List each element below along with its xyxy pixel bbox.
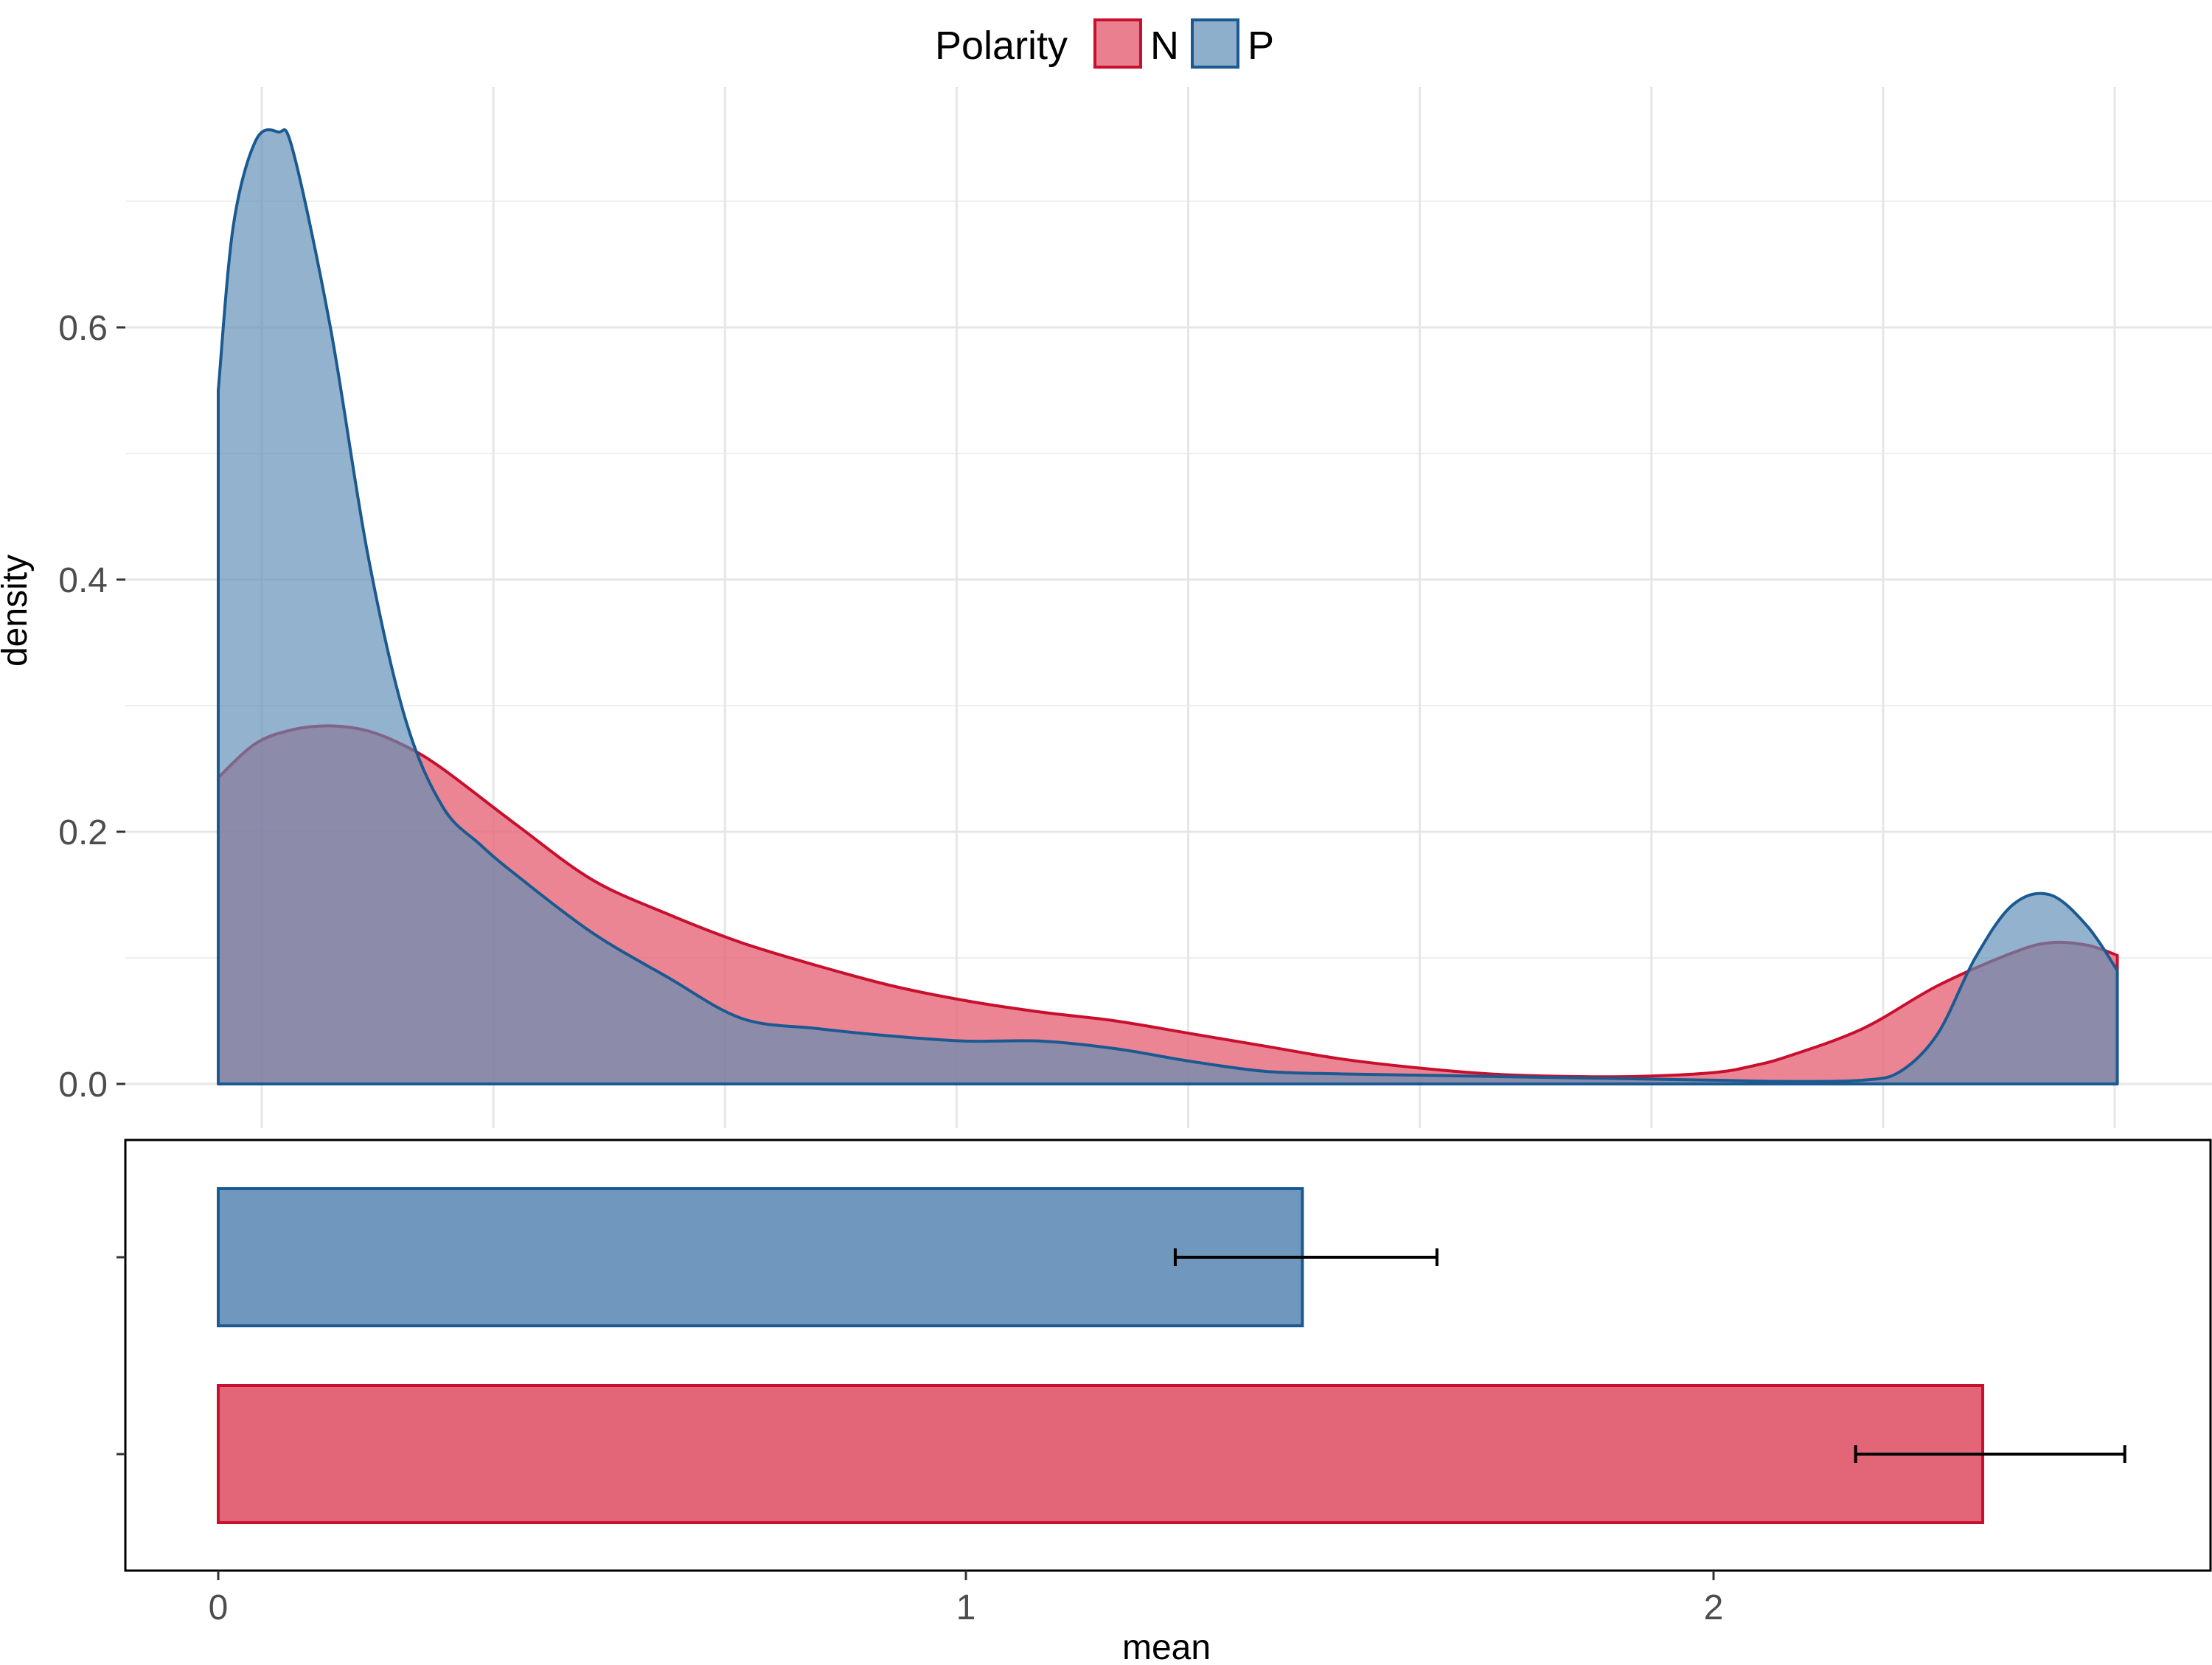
density-areas — [217, 128, 2119, 1085]
bar-panel-border — [124, 1139, 2212, 1572]
bar-marks — [116, 1187, 2126, 1524]
legend-label-n: N — [1150, 24, 1179, 68]
bar-n — [217, 1384, 1985, 1524]
bar-p — [217, 1187, 1304, 1327]
y-tick-label: 0.2 — [58, 813, 108, 852]
legend-key-n — [1093, 18, 1142, 69]
bar-axes: 0 1 2 — [209, 1571, 1724, 1627]
x-tick-label: 1 — [956, 1588, 976, 1627]
error-bar-p — [1173, 1248, 1439, 1266]
y-tick-label: 0.4 — [58, 561, 108, 600]
legend-key-p — [1191, 18, 1239, 69]
legend: Polarity N P — [935, 18, 1274, 69]
y-axis-title: density — [0, 555, 35, 667]
legend-label-p: P — [1248, 24, 1274, 68]
legend-title: Polarity — [935, 24, 1068, 68]
x-tick-label: 0 — [209, 1588, 229, 1627]
x-tick-label: 2 — [1704, 1588, 1724, 1627]
y-tick-label: 0.0 — [58, 1066, 108, 1105]
error-bar-n — [1854, 1445, 2126, 1463]
density-area-p — [217, 128, 2119, 1085]
y-tick-label: 0.6 — [58, 309, 108, 348]
density-y-ticks: 0.0 0.2 0.4 0.6 — [58, 309, 125, 1105]
bar-panel: 0 1 2 mean — [116, 1139, 2212, 1665]
x-axis-title: mean — [1122, 1628, 1211, 1665]
density-panel: 0.0 0.2 0.4 0.6 density — [0, 87, 2212, 1128]
